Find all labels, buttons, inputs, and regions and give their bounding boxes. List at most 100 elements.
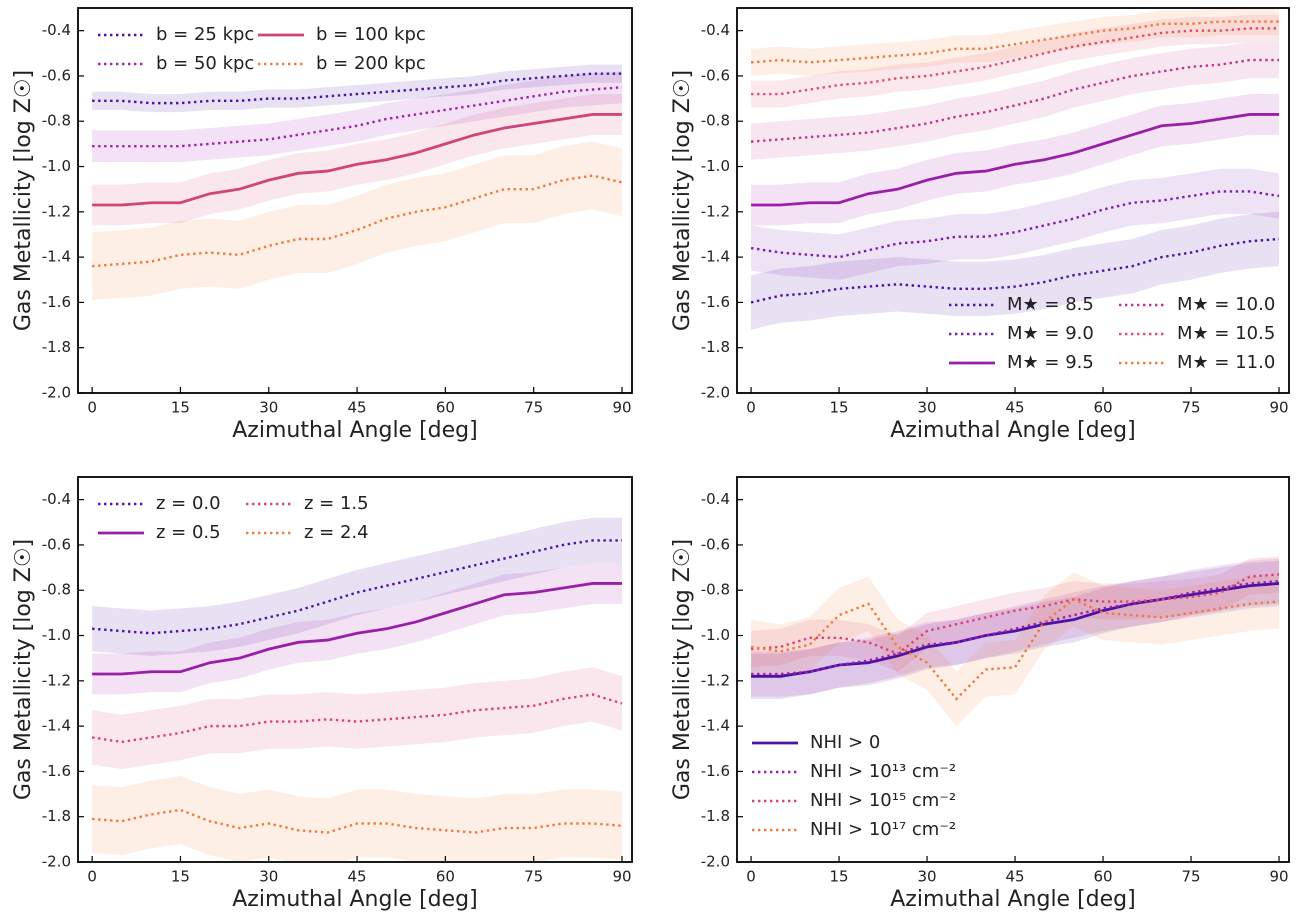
x-tick-label: 45 — [1006, 868, 1025, 886]
band — [92, 667, 622, 770]
y-axis-label: Gas Metallicity [log Z☉] — [670, 539, 695, 800]
legend-label: M★ = 11.0 — [1177, 352, 1275, 373]
y-tick-label: -1.4 — [701, 248, 730, 266]
frame — [77, 476, 633, 863]
y-tick-label: -0.8 — [42, 112, 71, 130]
y-tick-label: -0.6 — [42, 535, 71, 553]
plot-area — [92, 64, 623, 301]
x-axis-label: Azimuthal Angle [deg] — [890, 418, 1135, 443]
legend-label: NHI > 0 — [810, 732, 880, 753]
panel: 0 15 30 45 60 75 90 -2.0 -1.8 -1.6 -1.4 -1.2 -1.0 -0.… — [11, 476, 633, 912]
series-line — [92, 86, 623, 148]
y-tick-label: -1.0 — [701, 157, 730, 175]
band — [92, 775, 622, 862]
band — [751, 572, 1280, 727]
series-line — [92, 539, 622, 635]
y-tick-label: -1.8 — [42, 338, 71, 356]
legend: z = 0.0 z = 0.5 z = 1.5 z = 2.4 — [98, 493, 369, 543]
x-tick-label: 30 — [259, 399, 278, 417]
x-tick-label: 30 — [918, 868, 937, 886]
x-tick-label: 60 — [436, 399, 455, 417]
series-line — [750, 237, 1280, 304]
legend-label: M★ = 9.5 — [1007, 352, 1094, 373]
band — [751, 14, 1280, 108]
x-tick-label: 90 — [1269, 399, 1288, 417]
legend-label: M★ = 10.0 — [1177, 294, 1275, 315]
y-tick-label: -0.4 — [42, 490, 71, 508]
frame — [736, 476, 1290, 863]
y-tick-label: -0.8 — [701, 112, 730, 130]
y-tick-label: -1.6 — [701, 293, 730, 311]
series-line — [92, 808, 623, 834]
y-tick-label: -1.0 — [42, 157, 71, 175]
legend-label: M★ = 10.5 — [1177, 323, 1275, 344]
y-tick-label: -1.6 — [42, 293, 71, 311]
x-tick-label: 90 — [612, 868, 631, 886]
plot-area — [750, 8, 1280, 330]
x-tick-label: 15 — [830, 399, 849, 417]
x-axis-label: Azimuthal Angle [deg] — [232, 887, 477, 912]
y-tick-label: -0.8 — [701, 581, 730, 599]
y-tick-label: -1.2 — [701, 202, 730, 220]
y-tick-label: -2.0 — [42, 384, 71, 402]
x-tick-label: 0 — [746, 399, 756, 417]
series-line — [92, 582, 622, 676]
band — [751, 211, 1280, 330]
y-tick-label: -1.4 — [42, 248, 71, 266]
y-tick-label: -0.6 — [42, 66, 71, 84]
legend-label: NHI > 10¹⁵ cm⁻² — [810, 790, 956, 811]
panel: 0 15 30 45 60 75 90 -2.0 -1.8 -1.6 -1.4 -1.2 -1.0 -0.… — [11, 7, 633, 443]
y-tick-label: -0.4 — [701, 490, 730, 508]
x-tick-label: 0 — [87, 399, 97, 417]
legend: M★ = 8.5 M★ = 9.0 M★ = 9.5 M★ = 10.0 M★ = 10… — [949, 294, 1275, 373]
legend: b = 25 kpc b = 50 kpc b = 100 kpc b = 200 k… — [98, 24, 426, 74]
x-tick-label: 45 — [348, 868, 367, 886]
band — [751, 556, 1280, 672]
legend-label: z = 2.4 — [304, 522, 369, 543]
y-tick-label: -2.0 — [42, 853, 71, 871]
frame — [736, 7, 1290, 394]
legend-label: b = 25 kpc — [156, 24, 254, 45]
frame — [77, 7, 633, 394]
x-tick-label: 30 — [259, 868, 278, 886]
x-tick-label: 15 — [171, 868, 190, 886]
legend-label: b = 100 kpc — [316, 24, 426, 45]
y-tick-label: -1.4 — [701, 717, 730, 735]
series-line — [750, 597, 1280, 701]
x-tick-label: 0 — [87, 868, 97, 886]
y-tick-label: -1.2 — [701, 671, 730, 689]
x-tick-label: 75 — [1181, 399, 1200, 417]
y-tick-label: -0.8 — [42, 581, 71, 599]
legend-label: NHI > 10¹⁷ cm⁻² — [810, 819, 956, 840]
band — [92, 517, 622, 656]
legend-label: z = 1.5 — [304, 493, 369, 514]
band — [751, 168, 1280, 280]
series-line — [751, 113, 1280, 207]
x-tick-label: 75 — [524, 399, 543, 417]
y-tick-label: -2.0 — [701, 384, 730, 402]
x-tick-label: 0 — [746, 868, 756, 886]
y-tick-label: -1.8 — [701, 807, 730, 825]
panel: 0 15 30 45 60 75 90 -2.0 -1.8 -1.6 -1.4 -1.2 -1.0 -0.… — [670, 7, 1290, 443]
x-tick-label: 60 — [1093, 399, 1112, 417]
panel: 0 15 30 45 60 75 90 -2.0 -1.8 -1.6 -1.4 -1.2 -1.0 -0.… — [670, 476, 1290, 912]
x-tick-label: 45 — [348, 399, 367, 417]
legend-label: b = 50 kpc — [156, 53, 254, 74]
y-tick-label: -1.2 — [42, 202, 71, 220]
band — [751, 558, 1280, 697]
y-axis-label: Gas Metallicity [log Z☉] — [11, 70, 36, 331]
y-tick-label: -1.6 — [701, 762, 730, 780]
x-tick-label: 75 — [524, 868, 543, 886]
plot-area — [91, 517, 623, 862]
x-tick-label: 60 — [436, 868, 455, 886]
plot-area — [750, 556, 1280, 727]
x-tick-label: 90 — [612, 399, 631, 417]
x-tick-label: 15 — [171, 399, 190, 417]
series-line — [92, 174, 623, 268]
series-line — [750, 20, 1280, 64]
x-tick-label: 45 — [1006, 399, 1025, 417]
series-line — [750, 573, 1280, 656]
x-tick-label: 90 — [1269, 868, 1288, 886]
series-line — [751, 582, 1280, 678]
y-tick-label: -1.0 — [701, 626, 730, 644]
